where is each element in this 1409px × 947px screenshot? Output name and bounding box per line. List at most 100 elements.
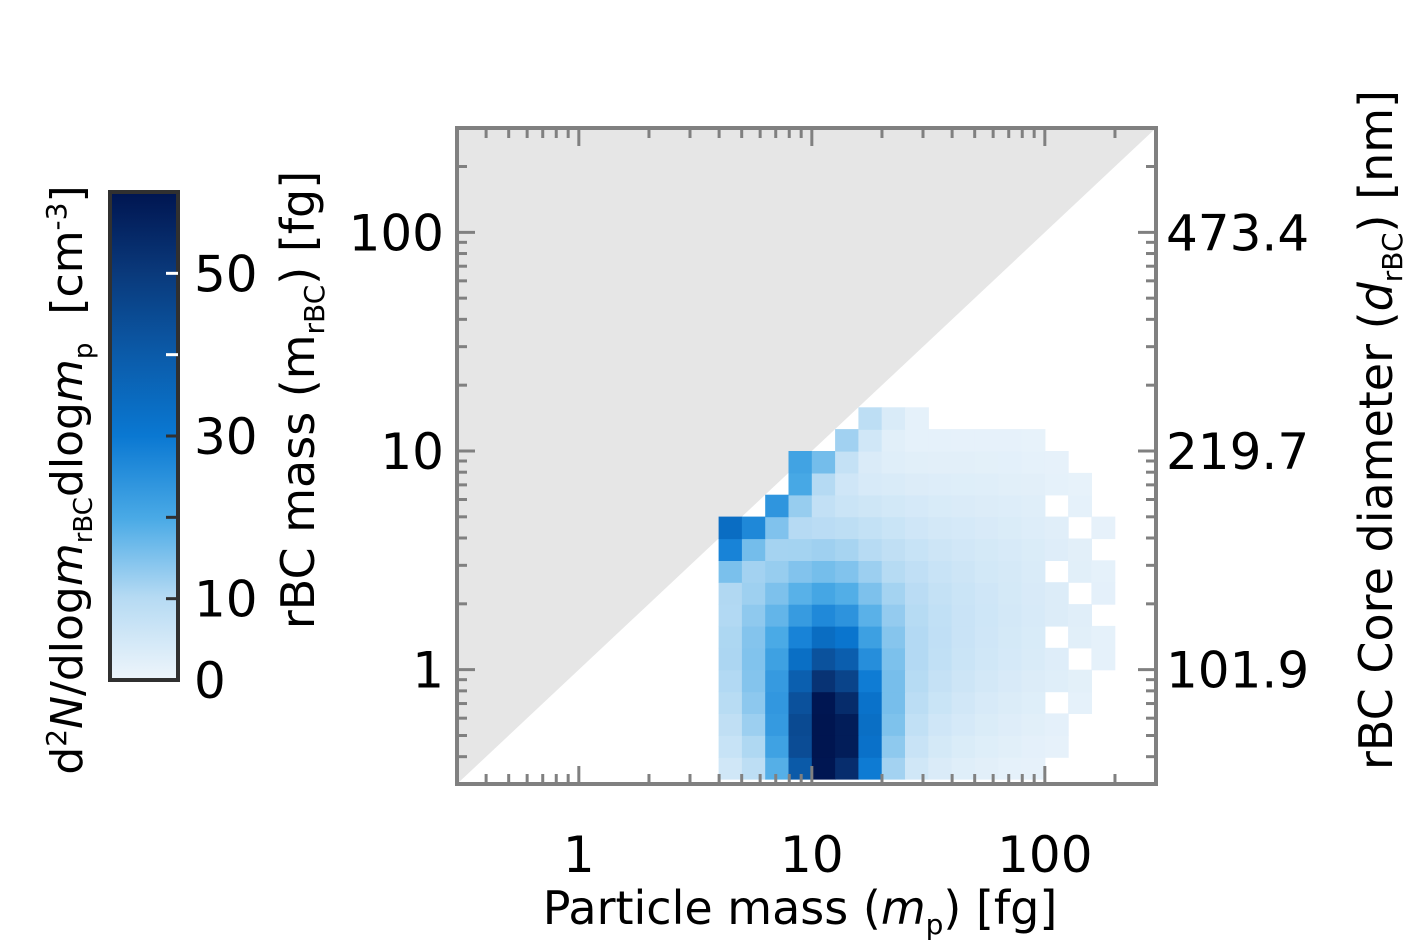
heatmap-cell	[1091, 560, 1116, 583]
heatmap-cell	[765, 735, 790, 758]
heatmap-cell	[741, 560, 766, 583]
heatmap-cell	[1044, 647, 1069, 671]
heatmap-cell	[881, 735, 906, 758]
heatmap-cell	[718, 735, 743, 758]
heatmap-cell	[951, 669, 976, 693]
heatmap-cell	[1044, 451, 1069, 474]
heatmap-cell	[741, 735, 766, 758]
heatmap-cell	[881, 516, 906, 540]
heatmap-cell	[835, 604, 859, 627]
heatmap-cell	[928, 669, 953, 693]
heatmap-cell	[1021, 429, 1046, 452]
heatmap-cell	[881, 713, 906, 736]
heatmap-cell	[765, 560, 790, 583]
heatmap-cell	[1068, 625, 1092, 649]
heatmap-cell	[788, 735, 813, 758]
heatmap-cell	[741, 691, 766, 714]
heatmap-cell	[928, 757, 953, 780]
heatmap-cell	[951, 691, 976, 714]
heatmap-cell	[835, 691, 859, 714]
heatmap-cell	[858, 757, 883, 780]
heatmap-cell	[881, 691, 906, 714]
heatmap-cell	[765, 538, 790, 561]
heatmap-cell	[788, 647, 813, 671]
heatmap-cell	[858, 713, 883, 736]
heatmap-cell	[788, 582, 813, 605]
heatmap-cell	[998, 735, 1023, 758]
heatmap-cell	[905, 494, 929, 518]
heatmap-cell	[1091, 625, 1116, 649]
heatmap-cell	[1021, 451, 1046, 474]
heatmap-cell	[974, 472, 999, 496]
heatmap-cell	[974, 451, 999, 474]
heatmap-cell	[765, 604, 790, 627]
heatmap-cell	[928, 494, 953, 518]
heatmap-cell	[974, 604, 999, 627]
heatmap-cell	[858, 735, 883, 758]
heatmap-cell	[998, 538, 1023, 561]
x-tick-label: 100	[997, 826, 1092, 884]
heatmap-cell	[1068, 669, 1092, 693]
heatmap-cell	[765, 757, 790, 780]
heatmap-cell	[835, 582, 859, 605]
heatmap-cell	[905, 669, 929, 693]
heatmap-cell	[858, 647, 883, 671]
heatmap-cell	[765, 625, 790, 649]
heatmap-cell	[951, 757, 976, 780]
heatmap-cells	[718, 407, 1116, 780]
heatmap-cell	[811, 604, 836, 627]
heatmap-cell	[998, 516, 1023, 540]
heatmap-cell	[951, 713, 976, 736]
heatmap-cell	[858, 472, 883, 496]
heatmap-cell	[811, 451, 836, 474]
heatmap-cell	[951, 472, 976, 496]
heatmap-cell	[928, 560, 953, 583]
heatmap-cell	[741, 713, 766, 736]
heatmap-cell	[1044, 735, 1069, 758]
heatmap-cell	[1068, 604, 1092, 627]
heatmap-cell	[1021, 669, 1046, 693]
heatmap-cell	[905, 582, 929, 605]
heatmap-cell	[974, 516, 999, 540]
colorbar-tick-label: 50	[194, 245, 258, 303]
heatmap-cell	[998, 713, 1023, 736]
y2-tick-label: 219.7	[1166, 423, 1309, 481]
heatmap-cell	[858, 625, 883, 649]
heatmap-cell	[765, 582, 790, 605]
heatmap-cell	[858, 407, 883, 430]
heatmap-cell	[835, 494, 859, 518]
heatmap-cell	[1021, 494, 1046, 518]
heatmap-cell	[1021, 757, 1046, 780]
heatmap-cell	[788, 757, 813, 780]
heatmap-cell	[1021, 647, 1046, 671]
heatmap-cell	[1091, 516, 1116, 540]
heatmap-cell	[741, 647, 766, 671]
plot-area: 1 10 100 1 10 100 101.9 219.7 473.4	[349, 126, 1309, 884]
heatmap-cell	[928, 647, 953, 671]
heatmap-cell	[1021, 472, 1046, 496]
heatmap-cell	[765, 691, 790, 714]
heatmap-cell	[835, 625, 859, 649]
heatmap-cell	[881, 757, 906, 780]
heatmap-cell	[811, 691, 836, 714]
heatmap-cell	[1021, 582, 1046, 605]
heatmap-cell	[1021, 735, 1046, 758]
heatmap-cell	[811, 757, 836, 780]
heatmap-cell	[788, 451, 813, 474]
heatmap-cell	[1091, 647, 1116, 671]
colorbar-tick-label: 10	[194, 571, 258, 629]
heatmap-cell	[1068, 691, 1092, 714]
heatmap-cell	[788, 713, 813, 736]
colorbar-tick-label: 30	[194, 408, 258, 466]
heatmap-cell	[811, 713, 836, 736]
heatmap-cell	[1091, 582, 1116, 605]
heatmap-cell	[905, 407, 929, 430]
heatmap-cell	[1068, 472, 1092, 496]
heatmap-cell	[974, 669, 999, 693]
heatmap-cell	[765, 647, 790, 671]
heatmap-cell	[905, 560, 929, 583]
heatmap-cell	[881, 472, 906, 496]
heatmap-cell	[951, 494, 976, 518]
heatmap-cell	[741, 582, 766, 605]
heatmap-cell	[858, 604, 883, 627]
